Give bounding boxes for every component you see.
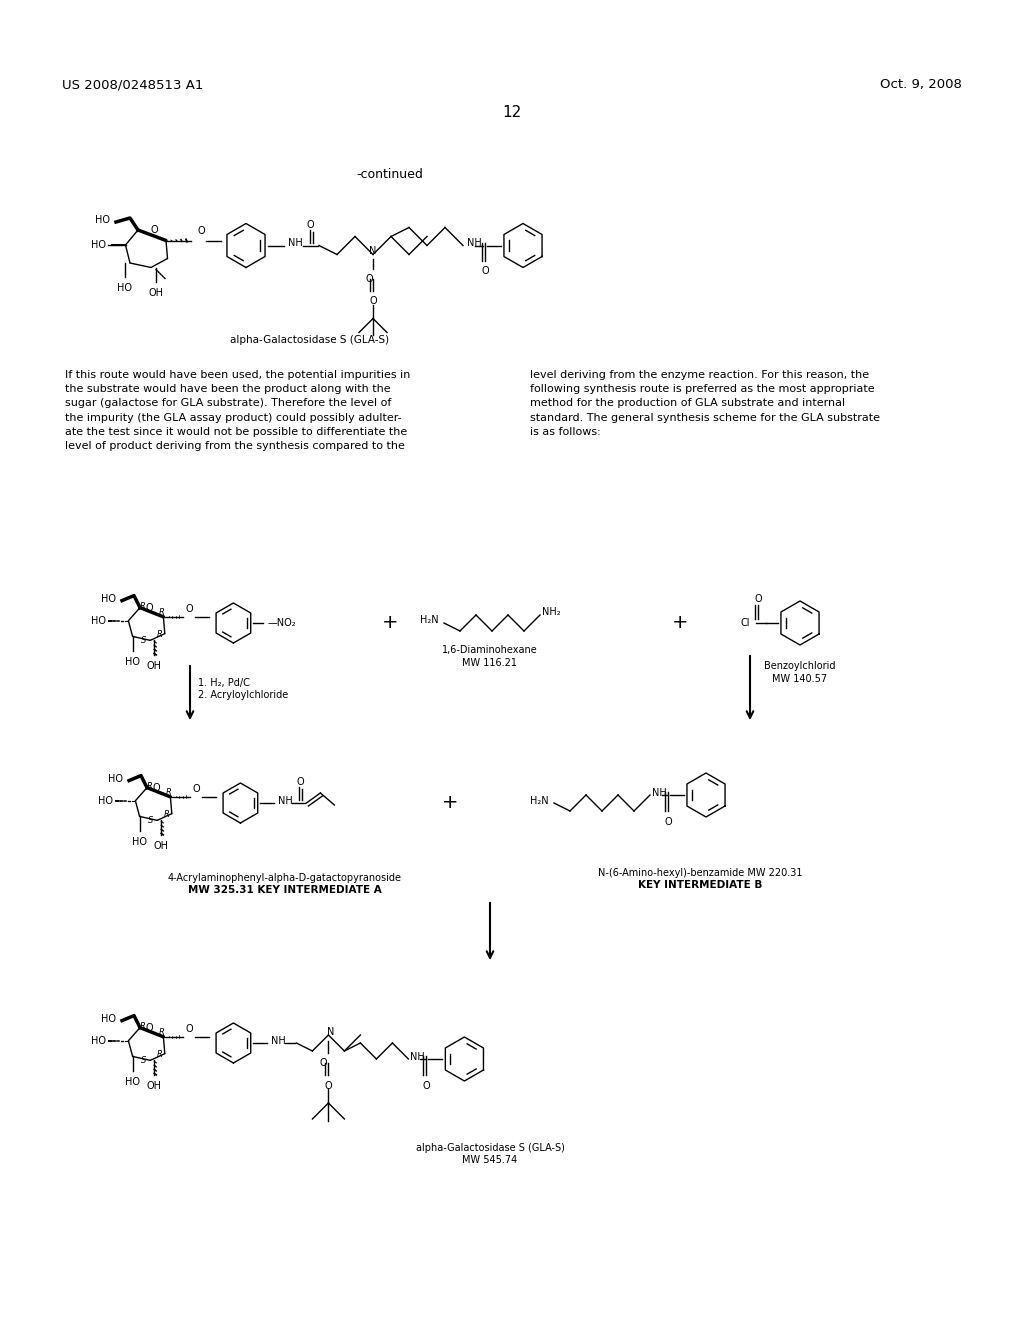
Text: HO: HO bbox=[101, 1014, 116, 1023]
Text: O: O bbox=[193, 784, 201, 793]
Text: Oct. 9, 2008: Oct. 9, 2008 bbox=[880, 78, 962, 91]
Text: standard. The general synthesis scheme for the GLA substrate: standard. The general synthesis scheme f… bbox=[530, 413, 880, 422]
Text: S: S bbox=[141, 636, 146, 645]
Text: HO: HO bbox=[118, 282, 132, 293]
Text: US 2008/0248513 A1: US 2008/0248513 A1 bbox=[62, 78, 204, 91]
Text: O: O bbox=[325, 1081, 332, 1092]
Text: O: O bbox=[145, 1023, 154, 1034]
Text: is as follows:: is as follows: bbox=[530, 426, 601, 437]
Text: 2. Acryloylchloride: 2. Acryloylchloride bbox=[198, 690, 288, 700]
Text: 1. H₂, Pd/C: 1. H₂, Pd/C bbox=[198, 678, 250, 688]
Text: following synthesis route is preferred as the most appropriate: following synthesis route is preferred a… bbox=[530, 384, 874, 395]
Text: O: O bbox=[423, 1081, 430, 1092]
Text: HO: HO bbox=[108, 774, 123, 784]
Text: N: N bbox=[327, 1027, 334, 1038]
Text: OH: OH bbox=[154, 841, 169, 851]
Text: Cl: Cl bbox=[740, 618, 750, 628]
Text: O: O bbox=[665, 817, 672, 828]
Text: R: R bbox=[164, 810, 170, 818]
Text: alpha-Galactosidase S (GLA-S): alpha-Galactosidase S (GLA-S) bbox=[416, 1143, 564, 1152]
Text: R: R bbox=[157, 630, 163, 639]
Text: NH₂: NH₂ bbox=[542, 607, 560, 616]
Text: NH: NH bbox=[279, 796, 293, 807]
Text: +: + bbox=[382, 614, 398, 632]
Text: HO: HO bbox=[101, 594, 116, 603]
Text: +: + bbox=[441, 793, 459, 813]
Text: O: O bbox=[366, 273, 373, 284]
Text: O: O bbox=[755, 594, 762, 605]
Text: O: O bbox=[481, 265, 488, 276]
Text: If this route would have been used, the potential impurities in: If this route would have been used, the … bbox=[65, 370, 411, 380]
Text: R: R bbox=[159, 609, 165, 616]
Text: the substrate would have been the product along with the: the substrate would have been the produc… bbox=[65, 384, 390, 395]
Text: R: R bbox=[147, 781, 153, 791]
Text: S: S bbox=[148, 816, 154, 825]
Text: R: R bbox=[140, 602, 146, 611]
Text: NH: NH bbox=[288, 239, 303, 248]
Text: O: O bbox=[185, 1024, 194, 1034]
Text: O: O bbox=[319, 1059, 328, 1068]
Text: OH: OH bbox=[146, 661, 162, 672]
Text: O: O bbox=[370, 297, 377, 306]
Text: OH: OH bbox=[148, 288, 164, 297]
Text: R: R bbox=[157, 1049, 163, 1059]
Text: NH: NH bbox=[467, 239, 481, 248]
Text: the impurity (the GLA assay product) could possibly adulter-: the impurity (the GLA assay product) cou… bbox=[65, 413, 401, 422]
Text: 12: 12 bbox=[503, 106, 521, 120]
Text: 4-Acrylaminophenyl-alpha-D-gatactopyranoside: 4-Acrylaminophenyl-alpha-D-gatactopyrano… bbox=[168, 873, 402, 883]
Text: O: O bbox=[185, 603, 194, 614]
Text: O: O bbox=[151, 226, 158, 235]
Text: HO: HO bbox=[125, 1077, 140, 1088]
Text: H₂N: H₂N bbox=[530, 796, 549, 807]
Text: ate the test since it would not be possible to differentiate the: ate the test since it would not be possi… bbox=[65, 426, 408, 437]
Text: HO: HO bbox=[132, 837, 147, 847]
Text: HO: HO bbox=[91, 1036, 106, 1045]
Text: R: R bbox=[166, 788, 172, 797]
Text: NH: NH bbox=[411, 1052, 425, 1063]
Text: sugar (galactose for GLA substrate). Therefore the level of: sugar (galactose for GLA substrate). The… bbox=[65, 399, 391, 408]
Text: N-(6-Amino-hexyl)-benzamide MW 220.31: N-(6-Amino-hexyl)-benzamide MW 220.31 bbox=[598, 869, 802, 878]
Text: O: O bbox=[297, 777, 304, 787]
Text: NH: NH bbox=[271, 1036, 286, 1045]
Text: method for the production of GLA substrate and internal: method for the production of GLA substra… bbox=[530, 399, 845, 408]
Text: level deriving from the enzyme reaction. For this reason, the: level deriving from the enzyme reaction.… bbox=[530, 370, 869, 380]
Text: level of product deriving from the synthesis compared to the: level of product deriving from the synth… bbox=[65, 441, 404, 451]
Text: O: O bbox=[153, 783, 161, 793]
Text: N: N bbox=[370, 247, 377, 256]
Text: HO: HO bbox=[91, 615, 106, 626]
Text: HO: HO bbox=[95, 215, 110, 224]
Text: NH: NH bbox=[652, 788, 667, 799]
Text: HO: HO bbox=[98, 796, 114, 805]
Text: HO: HO bbox=[125, 657, 140, 668]
Text: O: O bbox=[306, 219, 313, 230]
Text: Benzoylchlorid
MW 140.57: Benzoylchlorid MW 140.57 bbox=[764, 661, 836, 684]
Text: H₂N: H₂N bbox=[420, 615, 438, 624]
Text: O: O bbox=[198, 227, 205, 236]
Text: OH: OH bbox=[146, 1081, 162, 1092]
Text: R: R bbox=[140, 1022, 146, 1031]
Text: -continued: -continued bbox=[356, 168, 424, 181]
Text: alpha-Galactosidase S (GLA-S): alpha-Galactosidase S (GLA-S) bbox=[230, 335, 389, 345]
Text: MW 545.74: MW 545.74 bbox=[463, 1155, 517, 1166]
Text: —NO₂: —NO₂ bbox=[267, 618, 296, 628]
Text: 1,6-Diaminohexane
MW 116.21: 1,6-Diaminohexane MW 116.21 bbox=[442, 645, 538, 668]
Text: R: R bbox=[159, 1028, 165, 1038]
Text: KEY INTERMEDIATE B: KEY INTERMEDIATE B bbox=[638, 880, 762, 890]
Text: MW 325.31 KEY INTERMEDIATE A: MW 325.31 KEY INTERMEDIATE A bbox=[188, 884, 382, 895]
Text: +: + bbox=[672, 614, 688, 632]
Text: HO: HO bbox=[90, 240, 105, 249]
Text: S: S bbox=[141, 1056, 146, 1065]
Text: O: O bbox=[145, 603, 154, 614]
